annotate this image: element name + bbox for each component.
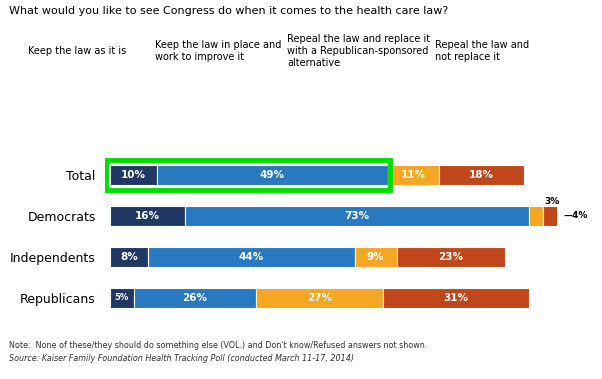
- Bar: [110, 164, 157, 185]
- Text: FAMILY: FAMILY: [526, 353, 573, 366]
- Text: Repeal the law and replace it: Repeal the law and replace it: [287, 34, 430, 44]
- Text: Source: Kaiser Family Foundation Health Tracking Poll (conducted March 11-17, 20: Source: Kaiser Family Foundation Health …: [9, 354, 354, 363]
- Text: 31%: 31%: [443, 293, 468, 303]
- Text: alternative: alternative: [287, 58, 340, 68]
- Bar: [543, 205, 562, 226]
- Text: 23%: 23%: [438, 252, 464, 262]
- Text: 8%: 8%: [120, 252, 138, 262]
- Text: 11%: 11%: [401, 170, 426, 180]
- Bar: [355, 247, 397, 267]
- Bar: [383, 288, 529, 308]
- Text: with a Republican-sponsored: with a Republican-sponsored: [287, 46, 429, 56]
- Text: KAISER: KAISER: [525, 343, 574, 356]
- Bar: [397, 247, 505, 267]
- Text: 18%: 18%: [469, 170, 494, 180]
- Text: work to improve it: work to improve it: [155, 52, 244, 62]
- Text: not replace it: not replace it: [435, 52, 500, 62]
- Bar: [529, 205, 543, 226]
- Bar: [256, 288, 383, 308]
- Text: Note:  None of these/they should do something else (VOL.) and Don't know/Refused: Note: None of these/they should do somet…: [9, 341, 427, 350]
- Text: 49%: 49%: [260, 170, 285, 180]
- Text: Repeal the law and: Repeal the law and: [435, 40, 529, 50]
- Text: Keep the law in place and: Keep the law in place and: [155, 40, 281, 50]
- Bar: [134, 288, 256, 308]
- Text: 3%: 3%: [544, 197, 559, 206]
- Text: FOUNDATION: FOUNDATION: [523, 366, 576, 372]
- Text: 10%: 10%: [121, 170, 146, 180]
- Text: 73%: 73%: [344, 211, 370, 221]
- Bar: [157, 164, 388, 185]
- Text: THE HENRY J.: THE HENRY J.: [532, 338, 566, 343]
- Text: 26%: 26%: [182, 293, 207, 303]
- Bar: [147, 247, 355, 267]
- Bar: [185, 205, 529, 226]
- Bar: [439, 164, 524, 185]
- Text: 9%: 9%: [367, 252, 385, 262]
- Bar: [110, 247, 147, 267]
- Text: Keep the law as it is: Keep the law as it is: [28, 46, 126, 56]
- Bar: [110, 205, 185, 226]
- Bar: [110, 288, 134, 308]
- Text: 27%: 27%: [307, 293, 332, 303]
- Text: 5%: 5%: [115, 293, 129, 302]
- Text: —4%: —4%: [564, 211, 588, 220]
- Text: What would you like to see Congress do when it comes to the health care law?: What would you like to see Congress do w…: [9, 6, 448, 16]
- Text: 44%: 44%: [238, 252, 264, 262]
- Bar: [388, 164, 439, 185]
- Text: 16%: 16%: [135, 211, 160, 221]
